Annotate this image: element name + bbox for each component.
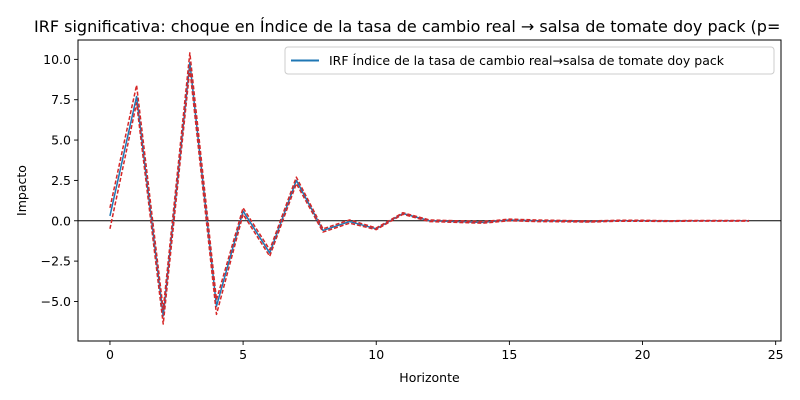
series-line-upper-band	[109, 52, 750, 311]
y-tick-label: 7.5	[51, 92, 71, 107]
y-tick-label: −2.5	[41, 254, 71, 269]
y-tick-label: 10.0	[43, 52, 71, 67]
series-line-lower-band	[109, 68, 750, 325]
y-axis-label: Impacto	[14, 165, 29, 216]
y-tick-label: 0.0	[51, 213, 71, 228]
x-tick-label: 25	[768, 347, 784, 362]
x-axis-ticks: 0 5 10 15 20 25	[106, 341, 784, 362]
y-tick-label: 2.5	[51, 173, 71, 188]
legend-entry-irf: IRF Índice de la tasa de cambio real→sal…	[329, 53, 725, 68]
y-tick-label: 5.0	[51, 133, 71, 148]
plot-area	[78, 52, 781, 325]
x-tick-label: 10	[368, 347, 384, 362]
legend-frame	[284, 46, 775, 75]
x-tick-label: 5	[239, 347, 247, 362]
chart-title: IRF significativa: choque en Índice de l…	[34, 17, 780, 36]
y-axis-ticks: −5.0 −2.5 0.0 2.5 5.0 7.5 10.0	[41, 52, 78, 309]
legend: IRF Índice de la tasa de cambio real→sal…	[284, 46, 775, 75]
x-tick-label: 20	[635, 347, 651, 362]
y-tick-label: −5.0	[41, 294, 71, 309]
x-tick-label: 15	[501, 347, 517, 362]
axes-frame	[77, 39, 782, 342]
x-tick-label: 0	[106, 347, 114, 362]
x-axis-label: Horizonte	[399, 370, 460, 385]
